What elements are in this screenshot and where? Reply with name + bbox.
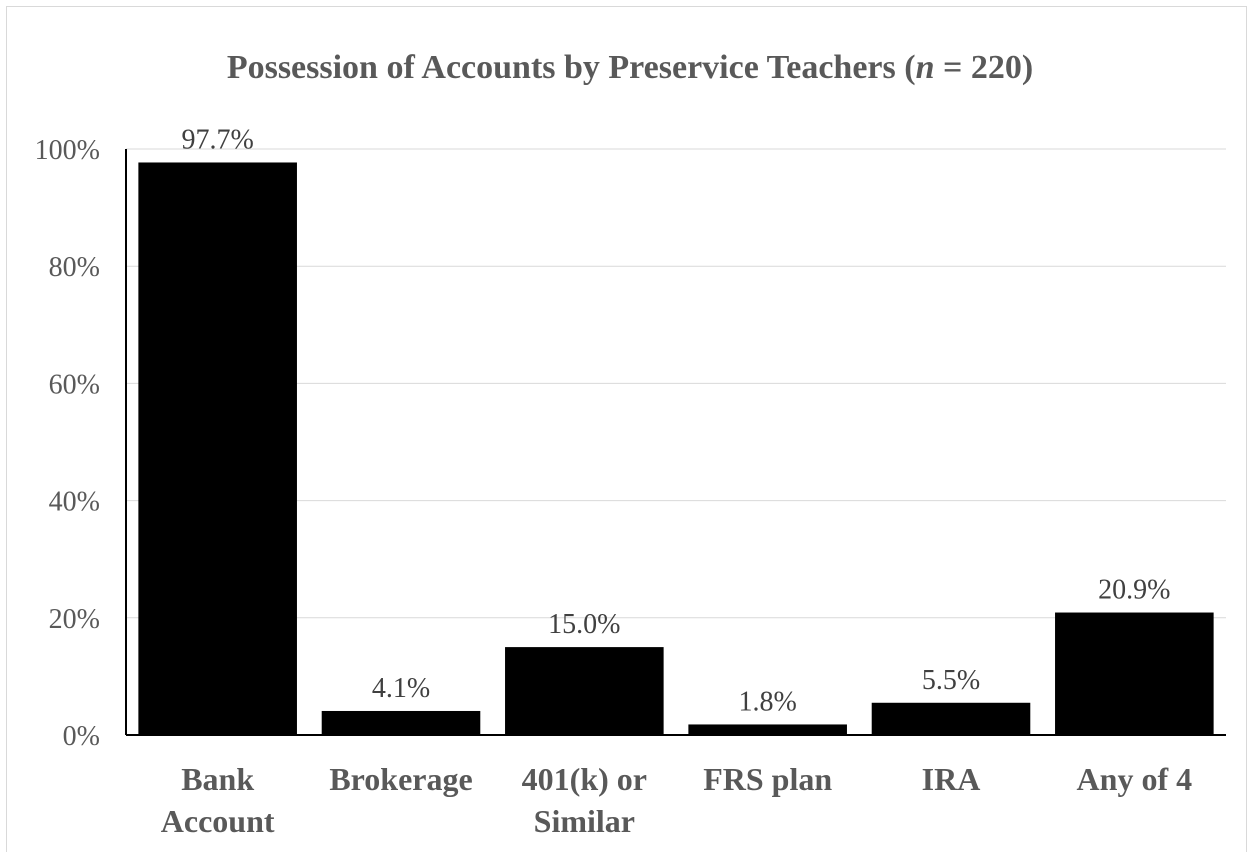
category-label-line: FRS plan xyxy=(703,761,832,797)
data-label: 20.9% xyxy=(1098,575,1170,606)
bar xyxy=(688,724,847,735)
y-tick-label: 80% xyxy=(49,252,100,283)
data-label: 97.7% xyxy=(182,124,254,155)
bars xyxy=(138,162,1214,735)
category-label-line: Account xyxy=(161,803,275,839)
y-axis-ticks: 0% 20% 40% 60% 80% 100% xyxy=(35,135,100,752)
bar xyxy=(321,710,481,735)
category-label: FRS plan xyxy=(703,761,832,797)
data-label: 4.1% xyxy=(372,673,430,704)
data-label: 15.0% xyxy=(548,609,620,640)
data-label: 1.8% xyxy=(739,686,797,717)
category-label: IRA xyxy=(922,761,981,797)
category-label-line: Brokerage xyxy=(329,761,472,797)
category-label-line: 401(k) or xyxy=(522,761,647,797)
category-label-line: Any of 4 xyxy=(1077,761,1193,797)
data-labels: 97.7% 4.1% 15.0% 1.8% 5.5% 20.9% xyxy=(182,124,1171,717)
x-axis-categories: Bank Account Brokerage 401(k) or Similar FRS … xyxy=(161,761,1192,839)
chart-title-part-3: = 220) xyxy=(934,49,1033,86)
category-label-line: Bank xyxy=(181,761,254,797)
chart-title: Possession of Accounts by Preservice Tea… xyxy=(227,49,1033,86)
data-label: 5.5% xyxy=(922,665,980,696)
category-label: Bank Account xyxy=(161,761,275,839)
y-tick-label: 100% xyxy=(35,135,100,166)
gridlines xyxy=(126,148,1226,619)
bar xyxy=(1055,612,1214,735)
category-label: Any of 4 xyxy=(1077,761,1193,797)
bar xyxy=(505,647,664,735)
category-label: 401(k) or Similar xyxy=(522,761,647,839)
bar xyxy=(871,702,1031,735)
y-tick-label: 20% xyxy=(49,604,100,635)
category-label-line: Similar xyxy=(534,803,635,839)
y-tick-label: 0% xyxy=(63,721,100,752)
bar xyxy=(138,162,297,735)
chart-title-n: n xyxy=(916,49,935,86)
y-tick-label: 60% xyxy=(49,369,100,400)
chart-title-part-1: Possession of Accounts by Preservice Tea… xyxy=(227,49,916,86)
category-label-line: IRA xyxy=(922,761,981,797)
category-label: Brokerage xyxy=(329,761,472,797)
y-tick-label: 40% xyxy=(49,487,100,518)
